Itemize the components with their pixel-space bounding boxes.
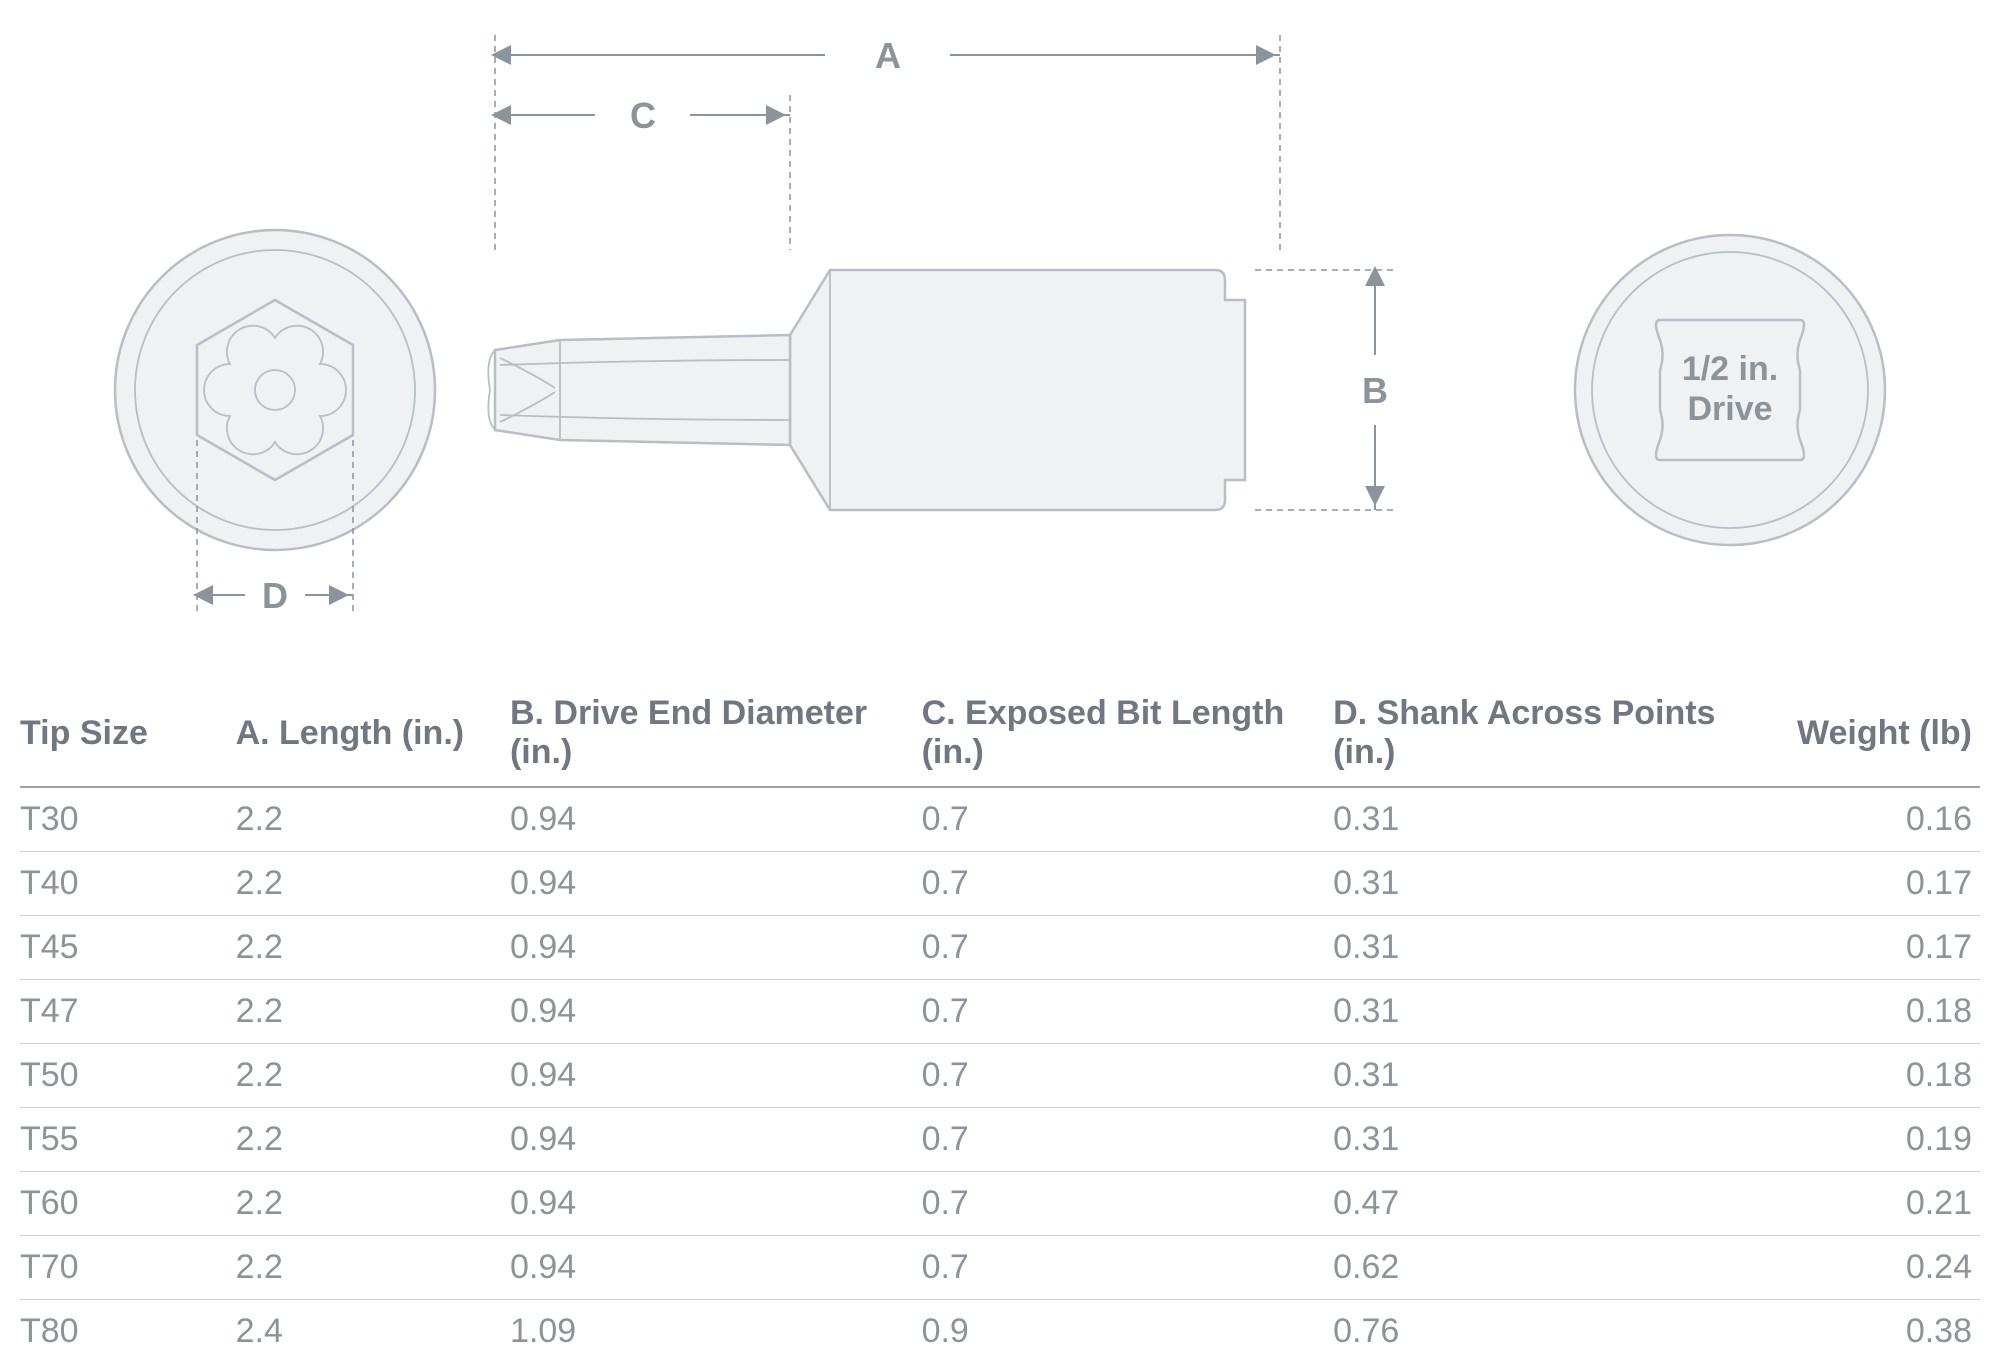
- table-cell: 0.31: [1333, 787, 1764, 852]
- col-header: Tip Size: [20, 680, 236, 787]
- label-a: A: [875, 35, 901, 76]
- table-cell: 2.2: [236, 852, 510, 916]
- label-d: D: [262, 575, 288, 616]
- table-cell: 2.2: [236, 1236, 510, 1300]
- table-cell: 0.7: [922, 852, 1334, 916]
- drive-label-1: 1/2 in.: [1682, 350, 1778, 388]
- table-cell: 0.31: [1333, 1108, 1764, 1172]
- table-cell: T45: [20, 916, 236, 980]
- spec-table: Tip SizeA. Length (in.)B. Drive End Diam…: [20, 680, 1980, 1363]
- table-cell: 0.94: [510, 1108, 922, 1172]
- col-header: A. Length (in.): [236, 680, 510, 787]
- table-cell: 0.94: [510, 1044, 922, 1108]
- table-cell: 0.94: [510, 1236, 922, 1300]
- table-cell: 2.2: [236, 980, 510, 1044]
- table-cell: 2.2: [236, 787, 510, 852]
- table-cell: 0.62: [1333, 1236, 1764, 1300]
- table-cell: 0.31: [1333, 852, 1764, 916]
- table-cell: 0.7: [922, 1044, 1334, 1108]
- table-row: T452.20.940.70.310.17: [20, 916, 1980, 980]
- col-header: C. Exposed Bit Length (in.): [922, 680, 1334, 787]
- label-b: B: [1362, 370, 1388, 411]
- table-cell: 0.19: [1764, 1108, 1980, 1172]
- table-header-row: Tip SizeA. Length (in.)B. Drive End Diam…: [20, 680, 1980, 787]
- table-cell: 0.7: [922, 1236, 1334, 1300]
- table-cell: 2.4: [236, 1300, 510, 1363]
- rear-view: 1/2 in. Drive: [1575, 235, 1885, 545]
- table-row: T472.20.940.70.310.18: [20, 980, 1980, 1044]
- dimension-c: C: [495, 95, 790, 250]
- table-cell: 0.7: [922, 980, 1334, 1044]
- table-cell: 2.2: [236, 1108, 510, 1172]
- table-row: T302.20.940.70.310.16: [20, 787, 1980, 852]
- table-cell: T70: [20, 1236, 236, 1300]
- table-row: T502.20.940.70.310.18: [20, 1044, 1980, 1108]
- label-c: C: [630, 95, 656, 136]
- col-header: B. Drive End Diameter (in.): [510, 680, 922, 787]
- table-cell: 0.94: [510, 1172, 922, 1236]
- table-cell: 0.76: [1333, 1300, 1764, 1363]
- table-row: T702.20.940.70.620.24: [20, 1236, 1980, 1300]
- table-cell: 0.47: [1333, 1172, 1764, 1236]
- table-cell: 0.94: [510, 916, 922, 980]
- table-row: T602.20.940.70.470.21: [20, 1172, 1980, 1236]
- dimension-a: A: [495, 35, 1280, 250]
- table-cell: 2.2: [236, 916, 510, 980]
- table-cell: 1.09: [510, 1300, 922, 1363]
- table-cell: 0.16: [1764, 787, 1980, 852]
- table-cell: T50: [20, 1044, 236, 1108]
- table-cell: 0.31: [1333, 1044, 1764, 1108]
- table-cell: 0.24: [1764, 1236, 1980, 1300]
- technical-diagram: A C: [0, 0, 2000, 650]
- drive-label-2: Drive: [1687, 390, 1772, 428]
- table-cell: 0.7: [922, 787, 1334, 852]
- table-row: T552.20.940.70.310.19: [20, 1108, 1980, 1172]
- table-cell: 0.18: [1764, 1044, 1980, 1108]
- side-view: [488, 270, 1245, 510]
- table-body: T302.20.940.70.310.16T402.20.940.70.310.…: [20, 787, 1980, 1363]
- table-cell: 0.31: [1333, 980, 1764, 1044]
- table-row: T402.20.940.70.310.17: [20, 852, 1980, 916]
- table-cell: T47: [20, 980, 236, 1044]
- table-cell: 0.9: [922, 1300, 1334, 1363]
- table-cell: 0.7: [922, 1108, 1334, 1172]
- table-cell: 0.94: [510, 787, 922, 852]
- table-cell: 0.7: [922, 916, 1334, 980]
- table-cell: T80: [20, 1300, 236, 1363]
- dimension-b: B: [1255, 270, 1395, 510]
- spec-table-wrap: Tip SizeA. Length (in.)B. Drive End Diam…: [20, 680, 1980, 1363]
- front-view: [115, 230, 435, 615]
- table-cell: 0.38: [1764, 1300, 1980, 1363]
- table-cell: T55: [20, 1108, 236, 1172]
- table-cell: 2.2: [236, 1172, 510, 1236]
- table-cell: 0.18: [1764, 980, 1980, 1044]
- table-row: T802.41.090.90.760.38: [20, 1300, 1980, 1363]
- table-cell: T60: [20, 1172, 236, 1236]
- diagram-svg: A C: [0, 0, 2000, 650]
- table-cell: 0.7: [922, 1172, 1334, 1236]
- dimension-d: D: [197, 575, 353, 616]
- col-header: D. Shank Across Points (in.): [1333, 680, 1764, 787]
- table-cell: 0.21: [1764, 1172, 1980, 1236]
- table-cell: 0.94: [510, 852, 922, 916]
- table-cell: 0.31: [1333, 916, 1764, 980]
- col-header: Weight (lb): [1764, 680, 1980, 787]
- table-cell: 0.17: [1764, 852, 1980, 916]
- table-cell: T40: [20, 852, 236, 916]
- table-cell: 0.17: [1764, 916, 1980, 980]
- table-cell: T30: [20, 787, 236, 852]
- table-cell: 0.94: [510, 980, 922, 1044]
- table-cell: 2.2: [236, 1044, 510, 1108]
